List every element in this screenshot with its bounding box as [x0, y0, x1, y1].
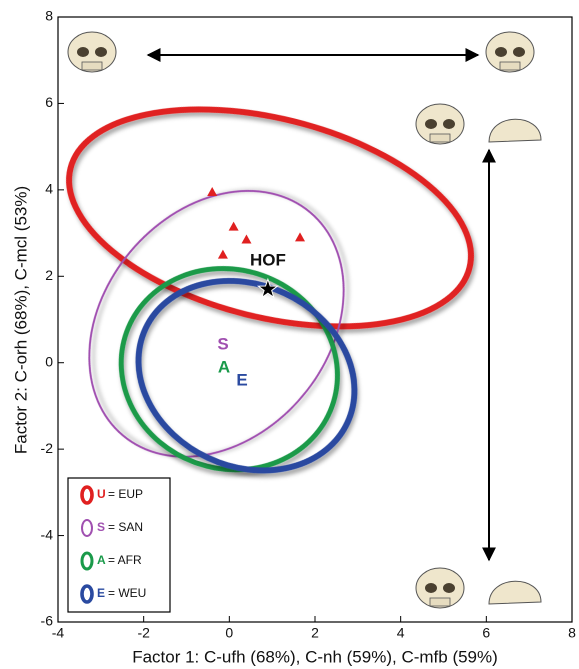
x-axis-label: Factor 1: C-ufh (68%), C-nh (59%), C-mfb…	[132, 647, 498, 666]
x-tick-label: 0	[225, 625, 233, 641]
legend-label: = EUP	[108, 487, 143, 501]
y-tick-label: 2	[45, 267, 53, 283]
x-tick-label: -2	[137, 625, 150, 641]
legend-letter: A	[97, 553, 106, 567]
y-tick-label: -4	[41, 526, 54, 542]
skull-icon	[68, 32, 116, 72]
y-axis-label: Factor 2: C-orh (68%), C-mcl (53%)	[11, 186, 30, 454]
legend-label: = WEU	[108, 586, 146, 600]
legend-label: = SAN	[108, 520, 143, 534]
x-tick-label: 8	[568, 625, 576, 641]
point	[218, 250, 228, 259]
legend-letter: E	[97, 586, 105, 600]
y-tick-label: 0	[45, 353, 53, 369]
y-tick-label: 8	[45, 8, 53, 24]
group-letter: E	[236, 370, 247, 389]
legend-letter: U	[97, 487, 106, 501]
y-tick-label: -6	[41, 613, 54, 629]
point	[295, 232, 305, 241]
y-tick-label: -2	[41, 440, 54, 456]
legend-letter: S	[97, 520, 105, 534]
x-tick-label: 4	[397, 625, 405, 641]
y-tick-label: 6	[45, 94, 53, 110]
skull-icon	[489, 119, 541, 142]
group-letter: A	[218, 357, 230, 376]
chart: Factor 2: C-orh (68%), C-mcl (53%) Facto…	[0, 0, 579, 669]
x-tick-label: 2	[311, 625, 319, 641]
skull-icon	[486, 32, 534, 72]
y-tick-label: 4	[45, 181, 53, 197]
group-letter: S	[217, 334, 228, 353]
skull-icon	[416, 104, 464, 144]
point	[241, 235, 251, 244]
star-label: HOF	[250, 251, 286, 270]
x-tick-label: 6	[482, 625, 490, 641]
point	[229, 222, 239, 231]
skull-icon	[416, 568, 464, 608]
x-tick-label: -4	[52, 625, 65, 641]
skull-icon	[489, 581, 541, 604]
legend-label: = AFR	[108, 553, 142, 567]
point	[207, 187, 217, 196]
